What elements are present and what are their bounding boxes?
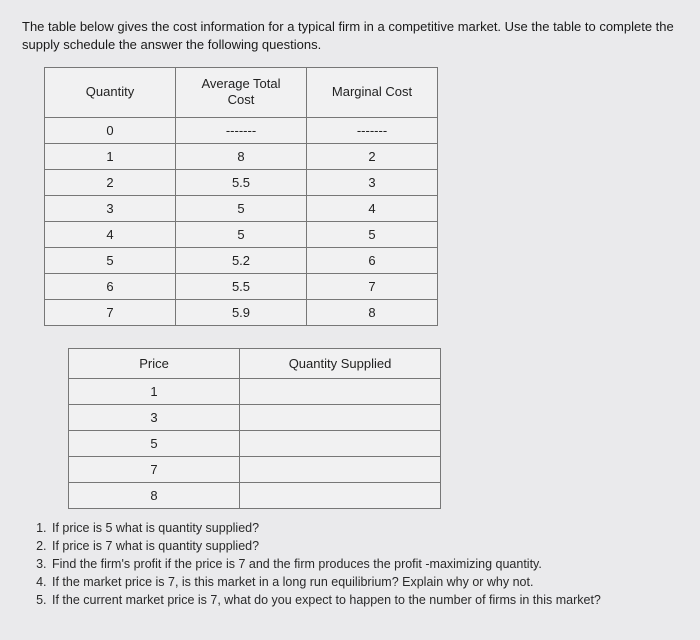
cost-table: Quantity Average TotalCost Marginal Cost… xyxy=(44,67,438,326)
list-item: Find the firm's profit if the price is 7… xyxy=(50,555,678,573)
list-item: If the current market price is 7, what d… xyxy=(50,591,678,609)
table-row: 7 xyxy=(69,456,441,482)
list-item: If the market price is 7, is this market… xyxy=(50,573,678,591)
header-quantity: Quantity xyxy=(45,68,176,118)
list-item: If price is 5 what is quantity supplied? xyxy=(50,519,678,537)
supply-table-body: 1 3 5 7 8 xyxy=(69,378,441,508)
table-row: 455 xyxy=(45,221,438,247)
table-row: 65.57 xyxy=(45,273,438,299)
table-row: 55.26 xyxy=(45,247,438,273)
header-price: Price xyxy=(69,348,240,378)
table-row: 0-------------- xyxy=(45,117,438,143)
cost-table-header-row: Quantity Average TotalCost Marginal Cost xyxy=(45,68,438,118)
supply-table: Price Quantity Supplied 1 3 5 7 8 xyxy=(68,348,441,509)
table-row: 8 xyxy=(69,482,441,508)
table-row: 1 xyxy=(69,378,441,404)
table-row: 75.98 xyxy=(45,299,438,325)
table-row: 354 xyxy=(45,195,438,221)
header-avg-total-cost: Average TotalCost xyxy=(176,68,307,118)
table-row: 25.53 xyxy=(45,169,438,195)
question-list: If price is 5 what is quantity supplied?… xyxy=(50,519,678,610)
table-row: 5 xyxy=(69,430,441,456)
table-row: 182 xyxy=(45,143,438,169)
cost-table-body: 0-------------- 182 25.53 354 455 55.26 … xyxy=(45,117,438,325)
list-item: If price is 7 what is quantity supplied? xyxy=(50,537,678,555)
intro-paragraph: The table below gives the cost informati… xyxy=(22,18,678,53)
table-row: 3 xyxy=(69,404,441,430)
header-quantity-supplied: Quantity Supplied xyxy=(240,348,441,378)
supply-table-header-row: Price Quantity Supplied xyxy=(69,348,441,378)
header-marginal-cost: Marginal Cost xyxy=(307,68,438,118)
